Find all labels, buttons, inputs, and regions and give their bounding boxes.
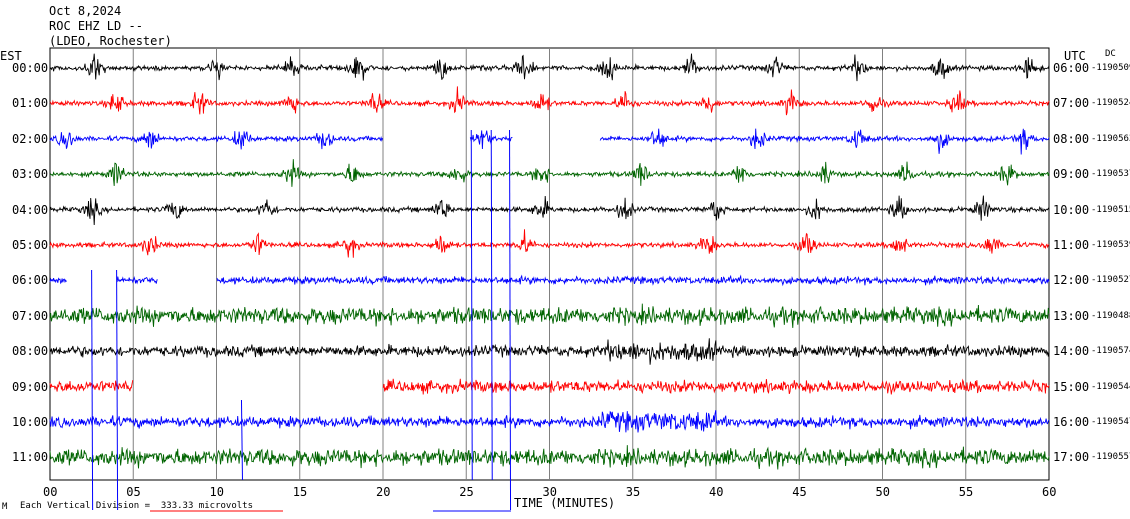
- event-spike-2: [509, 129, 512, 511]
- dc-label: DC: [1105, 49, 1116, 59]
- est-label-0000: 00:00: [12, 61, 49, 75]
- x-tick-10: 10: [209, 485, 224, 499]
- dc-value-1400: -1190574: [1091, 346, 1130, 357]
- x-tick-30: 30: [542, 485, 557, 499]
- x-tick-15: 15: [292, 485, 308, 499]
- date-label: Oct 8,2024: [49, 4, 122, 18]
- est-label-0900: 09:00: [12, 379, 49, 394]
- x-tick-35: 35: [625, 485, 641, 499]
- event-spike-5: [240, 399, 243, 481]
- trace-0700: [49, 303, 1050, 328]
- trace-0800: [49, 338, 1050, 365]
- event-spike-1: [490, 129, 493, 481]
- x-tick-05: 05: [126, 485, 141, 499]
- est-label-0800: 08:00: [12, 344, 49, 359]
- est-label-0700: 07:00: [12, 308, 49, 323]
- event-spike-0: [470, 129, 473, 481]
- utc-label-1100: 11:00: [1053, 238, 1090, 252]
- x-tick-40: 40: [709, 485, 724, 499]
- utc-label-1300: 13:00: [1053, 308, 1090, 323]
- dc-value-1200: -1190527: [1091, 275, 1130, 286]
- trace-0400: [49, 195, 1050, 226]
- est-label: EST: [0, 49, 22, 63]
- source-label: (LDEO, Rochester): [49, 34, 172, 48]
- est-label-0500: 05:00: [12, 238, 49, 252]
- utc-label-1400: 14:00: [1053, 344, 1090, 359]
- utc-label-0600: 06:00: [1053, 61, 1090, 75]
- dc-value-1100: -1190539: [1091, 240, 1130, 250]
- event-spike-4: [116, 269, 119, 511]
- dc-value-1700: -1190557: [1091, 452, 1130, 463]
- trace-0500: [49, 229, 1050, 258]
- x-tick-20: 20: [376, 485, 391, 499]
- dc-value-1000: -1190515: [1091, 204, 1130, 215]
- x-tick-50: 50: [875, 485, 890, 499]
- x-axis-label: TIME (MINUTES): [514, 496, 616, 510]
- trace-0900: [49, 378, 1050, 395]
- dc-value-1600: -1190547: [1091, 417, 1130, 427]
- utc-label-1000: 10:00: [1053, 202, 1090, 217]
- dc-value-0800: -1190563: [1091, 133, 1130, 144]
- est-label-0600: 06:00: [12, 273, 49, 288]
- dc-value-0900: -1190537: [1091, 169, 1130, 180]
- utc-label-0900: 09:00: [1053, 167, 1090, 182]
- x-tick-55: 55: [958, 485, 974, 499]
- dc-value-0700: -1190524: [1091, 98, 1130, 109]
- utc-label: UTC: [1064, 49, 1086, 63]
- trace-1100: [49, 445, 1050, 470]
- trace-0000: [49, 53, 1050, 82]
- dc-value-1500: -1190544: [1091, 381, 1130, 392]
- footer-mark: M: [2, 502, 8, 512]
- utc-label-1700: 17:00: [1053, 450, 1090, 465]
- utc-label-1600: 16:00: [1053, 415, 1090, 429]
- est-label-0200: 02:00: [12, 131, 49, 146]
- x-tick-60: 60: [1042, 485, 1057, 499]
- x-tick-25: 25: [459, 485, 474, 499]
- trace-1000: [49, 410, 1050, 433]
- trace-0600: [49, 274, 1050, 287]
- trace-0300: [49, 159, 1050, 187]
- station-label: ROC EHZ LD --: [49, 19, 143, 33]
- utc-label-0800: 08:00: [1053, 131, 1090, 146]
- est-label-0400: 04:00: [12, 202, 49, 217]
- est-label-0100: 01:00: [12, 96, 49, 111]
- utc-label-1200: 12:00: [1053, 273, 1090, 288]
- est-label-0300: 03:00: [12, 167, 49, 182]
- x-tick-45: 45: [792, 485, 807, 499]
- dc-value-0600: -1190509: [1091, 63, 1130, 73]
- utc-label-0700: 07:00: [1053, 96, 1090, 111]
- event-spike-3: [91, 269, 94, 511]
- utc-label-1500: 15:00: [1053, 379, 1090, 394]
- dc-value-1300: -1190488: [1091, 310, 1130, 321]
- scale-note: Each Vertical Division = 333.33 microvol…: [20, 501, 253, 511]
- est-label-1100: 11:00: [12, 450, 49, 465]
- trace-0100: [49, 86, 1050, 116]
- x-tick-00: 00: [43, 485, 58, 499]
- est-label-1000: 10:00: [12, 415, 49, 429]
